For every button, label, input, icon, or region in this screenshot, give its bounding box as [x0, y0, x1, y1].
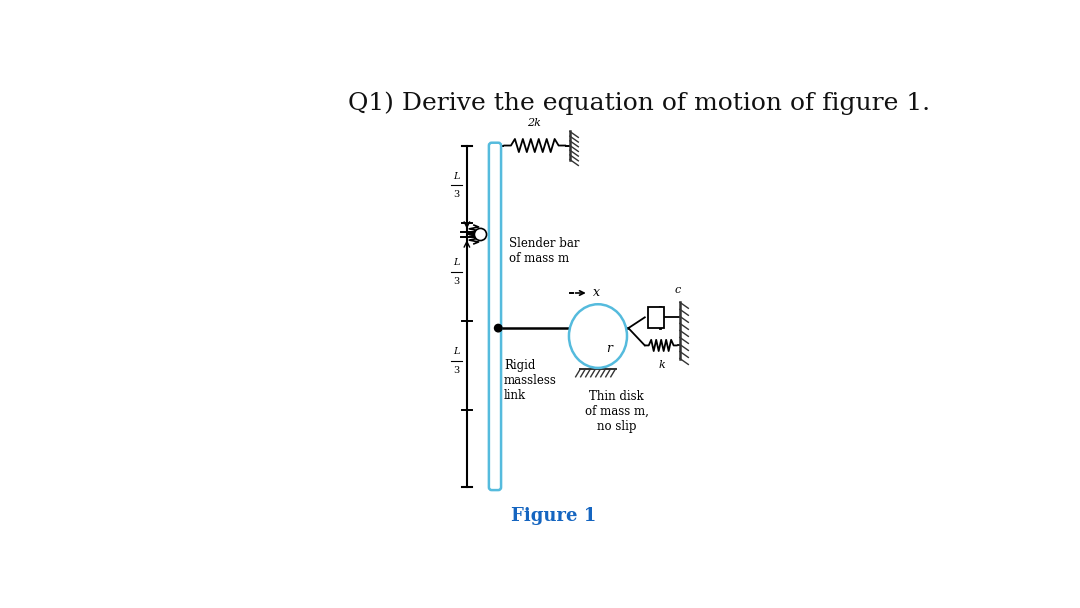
- Text: L: L: [454, 171, 460, 181]
- Text: r: r: [606, 342, 612, 354]
- Text: 3: 3: [454, 190, 460, 199]
- FancyBboxPatch shape: [489, 143, 501, 490]
- Text: L: L: [454, 258, 460, 268]
- Text: c: c: [674, 285, 680, 295]
- Text: 3: 3: [454, 365, 460, 375]
- Text: 2k: 2k: [527, 118, 541, 128]
- Text: k: k: [659, 361, 665, 370]
- Text: Thin disk
of mass m,
no slip: Thin disk of mass m, no slip: [584, 390, 649, 433]
- Bar: [648, 307, 664, 328]
- Text: 3: 3: [454, 277, 460, 286]
- Circle shape: [474, 229, 487, 241]
- Text: x: x: [593, 286, 600, 300]
- Text: L: L: [454, 347, 460, 356]
- Text: Rigid
massless
link: Rigid massless link: [504, 359, 557, 401]
- Text: Q1) Derive the equation of motion of figure 1.: Q1) Derive the equation of motion of fig…: [348, 92, 930, 116]
- Text: Figure 1: Figure 1: [511, 506, 596, 525]
- Ellipse shape: [569, 304, 627, 368]
- Text: Slender bar
of mass m: Slender bar of mass m: [509, 237, 579, 265]
- Circle shape: [495, 324, 502, 332]
